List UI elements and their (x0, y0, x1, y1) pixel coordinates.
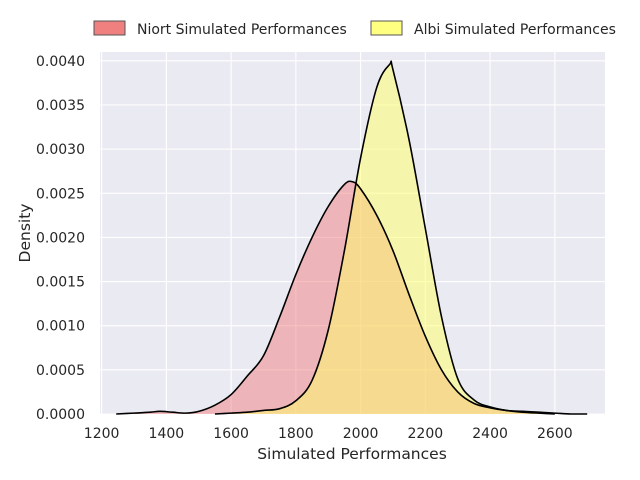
y-tick-label: 0.0005 (36, 363, 85, 379)
y-tick-label: 0.0030 (36, 142, 85, 158)
x-tick-label: 1600 (213, 426, 249, 442)
legend-label-niort: Niort Simulated Performances (137, 22, 347, 38)
legend-label-albi: Albi Simulated Performances (414, 22, 616, 38)
density-area-albi (214, 61, 555, 414)
y-tick-label: 0.0000 (36, 407, 85, 423)
density-areas (116, 61, 588, 414)
legend-swatch-albi (370, 20, 403, 36)
x-tick-labels: 1200 1400 1600 1800 2000 2200 2400 2600 (84, 426, 573, 442)
x-tick-label: 2000 (343, 426, 379, 442)
density-line-albi (214, 60, 555, 415)
x-tick-label: 1400 (149, 426, 185, 442)
legend-swatch-niort (93, 20, 126, 36)
y-tick-label: 0.0040 (36, 54, 85, 70)
y-tick-labels: 0.0000 0.0005 0.0010 0.0015 0.0020 0.0025 0.00… (36, 54, 85, 423)
y-tick-label: 0.0035 (36, 98, 85, 114)
y-tick-label: 0.0020 (36, 230, 85, 246)
x-axis-label: Simulated Performances (257, 445, 447, 463)
y-tick-label: 0.0015 (36, 275, 85, 291)
y-tick-label: 0.0025 (36, 186, 85, 202)
x-tick-label: 1200 (84, 426, 120, 442)
x-tick-label: 2600 (537, 426, 573, 442)
x-tick-label: 2200 (408, 426, 444, 442)
legend: Niort Simulated Performances Albi Simula… (93, 20, 616, 38)
x-tick-label: 2400 (472, 426, 508, 442)
x-tick-label: 1800 (278, 426, 314, 442)
y-tick-label: 0.0010 (36, 319, 85, 335)
y-axis-label: Density (16, 204, 34, 263)
density-lines (116, 60, 588, 415)
